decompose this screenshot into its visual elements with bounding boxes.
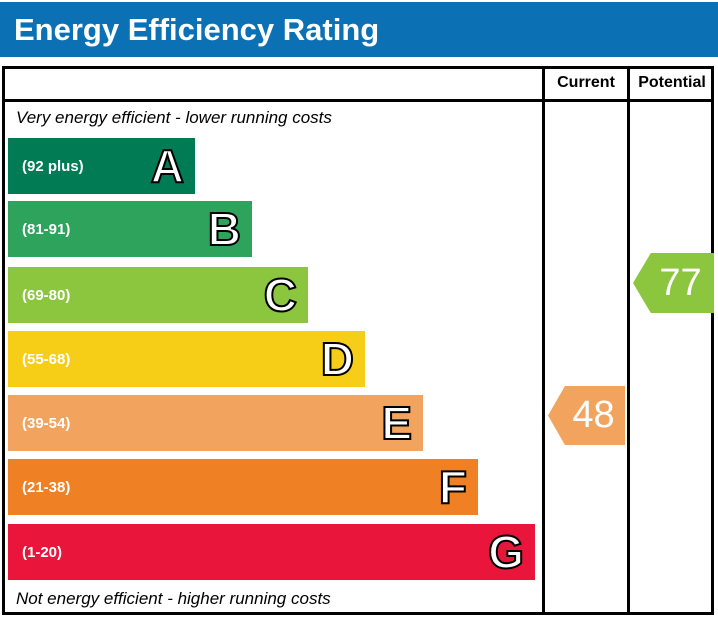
header-divider-line <box>2 99 714 102</box>
band-e-letter: E <box>380 397 413 449</box>
potential-rating-value: 77 <box>659 261 702 304</box>
potential-column-header: Potential <box>638 73 706 91</box>
current-rating-arrow: 48 <box>548 386 625 445</box>
band-b-letter: B <box>207 203 242 255</box>
band-a: (92 plus) A <box>8 138 195 194</box>
band-f-letter: F <box>438 461 468 513</box>
band-g: (1-20) G <box>8 524 535 580</box>
band-a-letter: A <box>150 140 185 192</box>
band-d-letter: D <box>320 333 355 385</box>
page-title: Energy Efficiency Rating <box>14 11 380 47</box>
potential-column-divider <box>627 66 630 615</box>
bottom-note: Not energy efficient - higher running co… <box>16 589 331 608</box>
top-note: Very energy efficient - lower running co… <box>16 108 332 127</box>
band-a-range: (92 plus) <box>22 157 84 175</box>
title-bar: Energy Efficiency Rating <box>0 2 718 57</box>
band-d: (55-68) D <box>8 331 365 387</box>
band-g-letter: G <box>487 526 525 578</box>
current-column-divider <box>542 66 545 615</box>
band-b-range: (81-91) <box>22 220 71 238</box>
band-d-range: (55-68) <box>22 350 71 368</box>
band-g-range: (1-20) <box>22 543 63 561</box>
band-e-range: (39-54) <box>22 414 71 432</box>
band-c: (69-80) C <box>8 267 308 323</box>
band-c-letter: C <box>263 269 298 321</box>
current-column-header: Current <box>557 73 615 91</box>
current-rating-value: 48 <box>572 394 615 436</box>
potential-rating-arrow: 77 <box>633 253 714 313</box>
band-e: (39-54) E <box>8 395 423 451</box>
band-b: (81-91) B <box>8 201 252 257</box>
band-f: (21-38) F <box>8 459 478 515</box>
band-c-range: (69-80) <box>22 286 71 304</box>
chart-table-frame <box>2 66 714 615</box>
band-f-range: (21-38) <box>22 478 71 496</box>
